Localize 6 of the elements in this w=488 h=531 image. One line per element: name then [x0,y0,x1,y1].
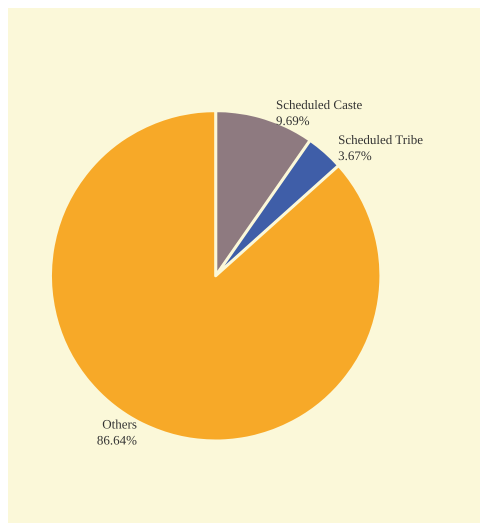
data-label: 3.67% [338,148,372,164]
slice-label: Others [102,416,137,432]
slice-label: Scheduled Tribe [338,132,424,148]
slice-label: Scheduled Caste [276,96,363,112]
data-label: 86.64% [96,432,138,448]
data-label: 9.69% [276,112,310,128]
